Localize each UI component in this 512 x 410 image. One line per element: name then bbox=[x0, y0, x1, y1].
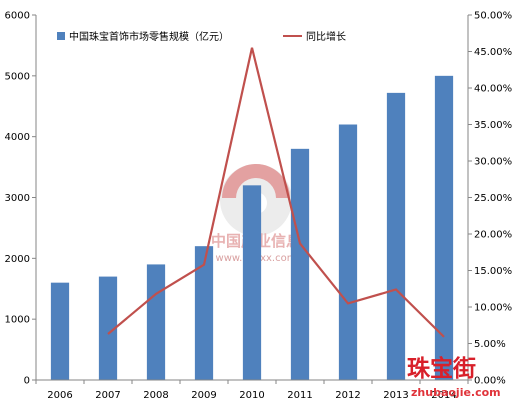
y-left-tick-label: 4000 bbox=[5, 132, 30, 143]
y-left-tick-label: 6000 bbox=[5, 11, 30, 22]
bar-series bbox=[50, 75, 454, 380]
bar-2014 bbox=[434, 75, 454, 380]
bar-2010 bbox=[242, 185, 262, 380]
y-left-tick-label: 3000 bbox=[5, 193, 30, 204]
x-tick-label: 2008 bbox=[143, 390, 168, 401]
y-right-tick-label: 50.00% bbox=[474, 11, 512, 22]
logo-text-en: zhubaojie.com bbox=[411, 386, 501, 399]
y-left-tick-label: 5000 bbox=[5, 71, 30, 82]
y-left-tick-label: 0 bbox=[24, 376, 30, 387]
y-right-tick-label: 30.00% bbox=[474, 157, 512, 168]
x-tick-label: 2013 bbox=[383, 390, 408, 401]
legend-bar-swatch bbox=[57, 32, 65, 40]
logo-text-cn: 珠宝街 bbox=[407, 355, 476, 382]
y-left-tick-label: 2000 bbox=[5, 254, 30, 265]
axes: 0 1000 2000 3000 4000 5000 6000 0.00% 5.00% 10.00… bbox=[5, 11, 512, 402]
x-tick-label: 2011 bbox=[287, 390, 312, 401]
legend: 中国珠宝首饰市场零售规模（亿元） 同比增长 bbox=[57, 30, 346, 43]
y-right-tick-label: 25.00% bbox=[474, 193, 512, 204]
y-right-tick-label: 0.00% bbox=[474, 376, 506, 387]
line-series bbox=[107, 47, 445, 338]
bar-2012 bbox=[338, 124, 358, 380]
legend-bar-label: 中国珠宝首饰市场零售规模（亿元） bbox=[69, 30, 229, 43]
x-tick-label: 2014 bbox=[431, 390, 456, 401]
bar-2009 bbox=[194, 246, 214, 380]
bar-2008 bbox=[146, 264, 166, 380]
y-right-tick-label: 5.00% bbox=[474, 339, 506, 350]
x-tick-label: 2007 bbox=[95, 390, 120, 401]
growth-line bbox=[107, 47, 445, 338]
bar-2007 bbox=[98, 276, 118, 380]
x-tick-label: 2006 bbox=[47, 390, 72, 401]
y-right-tick-label: 40.00% bbox=[474, 84, 512, 95]
x-tick-label: 2010 bbox=[239, 390, 264, 401]
bar-2013 bbox=[386, 92, 406, 380]
y-right-tick-label: 20.00% bbox=[474, 230, 512, 241]
y-right-tick-label: 15.00% bbox=[474, 266, 512, 277]
y-left-tick-label: 1000 bbox=[5, 315, 30, 326]
x-tick-label: 2009 bbox=[191, 390, 216, 401]
site-logo: 珠宝街 zhubaojie.com bbox=[407, 355, 501, 399]
x-tick-label: 2012 bbox=[335, 390, 360, 401]
bar-2011 bbox=[290, 148, 310, 380]
y-right-tick-label: 45.00% bbox=[474, 47, 512, 58]
y-right-tick-label: 35.00% bbox=[474, 120, 512, 131]
bar-2006 bbox=[50, 282, 70, 380]
y-right-tick-label: 10.00% bbox=[474, 303, 512, 314]
legend-line-label: 同比增长 bbox=[306, 30, 346, 43]
